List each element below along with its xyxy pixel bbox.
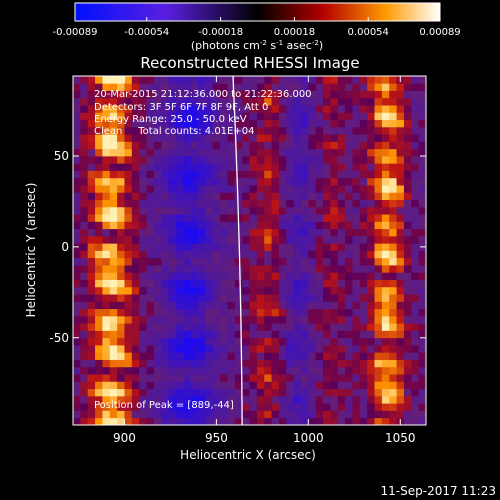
plot-frame bbox=[72, 75, 427, 426]
annotation-energy: Energy Range: 25.0 - 50.0 keV bbox=[94, 114, 247, 125]
solar-limb-line bbox=[232, 76, 243, 425]
annotation-counts: Clean Total counts: 4.01E+04 bbox=[94, 126, 254, 137]
chart-title: Reconstructed RHESSI Image bbox=[140, 54, 359, 72]
x-tick-label: 900 bbox=[113, 431, 136, 445]
axes: 900 950 1000 1050 50 0 -50 bbox=[49, 76, 426, 445]
x-tick-label: 1050 bbox=[385, 431, 416, 445]
colorbar-tick-label: 0.00089 bbox=[419, 27, 460, 38]
y-axis-label: Heliocentric Y (arcsec) bbox=[24, 183, 38, 318]
y-tick-label: 50 bbox=[54, 149, 69, 163]
footer-timestamp: 11-Sep-2017 11:23 bbox=[381, 484, 496, 498]
colorbar-tick-label: 0.00054 bbox=[348, 27, 389, 38]
x-axis-label: Heliocentric X (arcsec) bbox=[180, 448, 316, 462]
colorbar: -0.00089 -0.00054 -0.00018 0.00018 0.00054 0.… bbox=[53, 2, 461, 52]
annotation-time: 20-Mar-2015 21:12:36.000 to 21:22:36.000 bbox=[94, 89, 312, 100]
peak-position-label: Position of Peak = [889,-44] bbox=[94, 400, 234, 411]
y-tick-label: 0 bbox=[61, 240, 69, 254]
y-tick-label: -50 bbox=[49, 331, 69, 345]
colorbar-tick-label: -0.00054 bbox=[124, 27, 169, 38]
x-tick-label: 950 bbox=[205, 431, 228, 445]
colorbar-tick-label: 0.00018 bbox=[274, 27, 315, 38]
colorbar-gradient bbox=[74, 2, 441, 22]
colorbar-unit-label: (photons cm-2 s-1 asec-2) bbox=[191, 39, 323, 52]
colorbar-tick-label: -0.00089 bbox=[53, 27, 98, 38]
annotations: 20-Mar-2015 21:12:36.000 to 21:22:36.000… bbox=[94, 89, 312, 411]
heatmap-pixels bbox=[73, 76, 426, 425]
image-area bbox=[73, 76, 426, 425]
colorbar-tick-label: -0.00018 bbox=[198, 27, 243, 38]
annotation-detectors: Detectors: 3F 5F 6F 7F 8F 9F, Att 0 bbox=[94, 102, 268, 113]
x-tick-label: 1000 bbox=[293, 431, 324, 445]
